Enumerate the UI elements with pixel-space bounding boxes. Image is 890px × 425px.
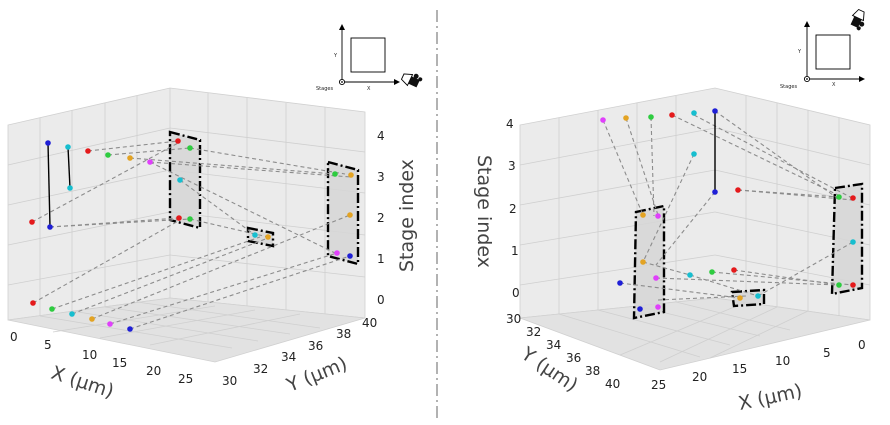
right-z-ticks: 0 1 2 3 4 — [506, 117, 520, 300]
left-y-ticks: 30 32 34 36 38 40 — [222, 316, 377, 388]
left-z-ticks: 0 1 2 3 4 — [377, 129, 385, 307]
right-z-tick: 0 — [512, 286, 520, 300]
right-inset-x-label: X — [832, 82, 836, 88]
right-z-tick: 4 — [506, 117, 514, 131]
camera-icon — [850, 8, 865, 31]
right-stage-rect-small — [730, 288, 766, 308]
left-stage-rect-right — [326, 160, 360, 266]
left-y-tick: 34 — [281, 350, 296, 364]
right-z-tick: 3 — [508, 159, 516, 173]
right-x-ticks: 25 20 15 10 5 0 — [651, 338, 866, 392]
right-y-tick: 30 — [506, 312, 521, 326]
left-x-tick: 0 — [10, 330, 18, 344]
right-y-ticks: 30 32 34 36 38 40 — [506, 312, 620, 391]
right-x-tick: 15 — [732, 362, 747, 376]
left-orientation-inset: Y X Stages — [316, 24, 423, 92]
left-y-tick: 32 — [253, 362, 268, 376]
left-connectors — [31, 140, 352, 330]
left-inset-stages-label: Stages — [316, 86, 333, 92]
right-y-tick: 40 — [605, 377, 620, 391]
left-x-axis-title: X (µm) — [48, 362, 116, 403]
right-back-pane — [519, 87, 871, 321]
left-points — [29, 138, 354, 332]
right-z-axis-title: Stage index — [473, 155, 495, 268]
left-z-axis-title: Stage index — [396, 159, 418, 272]
left-x-tick: 20 — [146, 364, 161, 378]
right-connectors — [602, 110, 854, 301]
left-grid — [7, 88, 366, 349]
right-y-tick: 38 — [585, 364, 600, 378]
right-orientation-inset: Y X Stages — [780, 8, 865, 90]
right-z-tick: 1 — [511, 244, 519, 258]
left-x-tick: 15 — [112, 356, 127, 370]
left-y-tick: 30 — [222, 374, 237, 388]
left-solid-line-cyan — [67, 146, 71, 189]
right-x-tick: 10 — [775, 354, 790, 368]
right-z-tick: 2 — [509, 202, 517, 216]
right-stage-rect-right — [830, 182, 864, 296]
left-x-tick: 25 — [178, 372, 193, 386]
right-x-tick: 25 — [651, 378, 666, 392]
right-x-tick: 20 — [692, 370, 707, 384]
right-y-tick: 32 — [526, 325, 541, 339]
right-x-axis-title: X (µm) — [736, 380, 804, 415]
left-y-tick: 40 — [362, 316, 377, 330]
left-z-tick: 3 — [377, 170, 385, 184]
right-y-tick: 34 — [546, 338, 561, 352]
right-inset-y-label: Y — [797, 49, 802, 55]
left-floor-pane — [7, 297, 366, 363]
left-y-tick: 38 — [336, 327, 351, 341]
right-x-tick: 5 — [823, 346, 831, 360]
left-3d-plot: 0 5 10 15 20 25 30 32 34 36 38 40 0 1 2 … — [7, 24, 423, 403]
left-x-tick: 10 — [82, 348, 97, 362]
left-y-tick: 36 — [308, 339, 323, 353]
camera-icon — [400, 73, 423, 88]
right-x-tick: 0 — [858, 338, 866, 352]
left-stage-rect-large — [168, 130, 202, 230]
left-inset-y-label: Y — [333, 53, 338, 59]
left-z-tick: 0 — [377, 293, 385, 307]
left-inset-x-label: X — [367, 86, 371, 92]
right-3d-plot: 25 20 15 10 5 0 30 32 34 36 38 40 0 1 2 … — [473, 8, 871, 415]
right-y-tick: 36 — [566, 351, 581, 365]
left-z-tick: 1 — [377, 252, 385, 266]
right-inset-stages-label: Stages — [780, 84, 797, 90]
left-z-tick: 4 — [377, 129, 385, 143]
left-z-tick: 2 — [377, 211, 385, 225]
left-x-ticks: 0 5 10 15 20 25 — [10, 330, 193, 386]
left-x-tick: 5 — [44, 338, 52, 352]
right-points — [600, 108, 856, 312]
right-stage-rect-left — [632, 204, 666, 320]
left-solid-line-blue — [47, 142, 51, 228]
